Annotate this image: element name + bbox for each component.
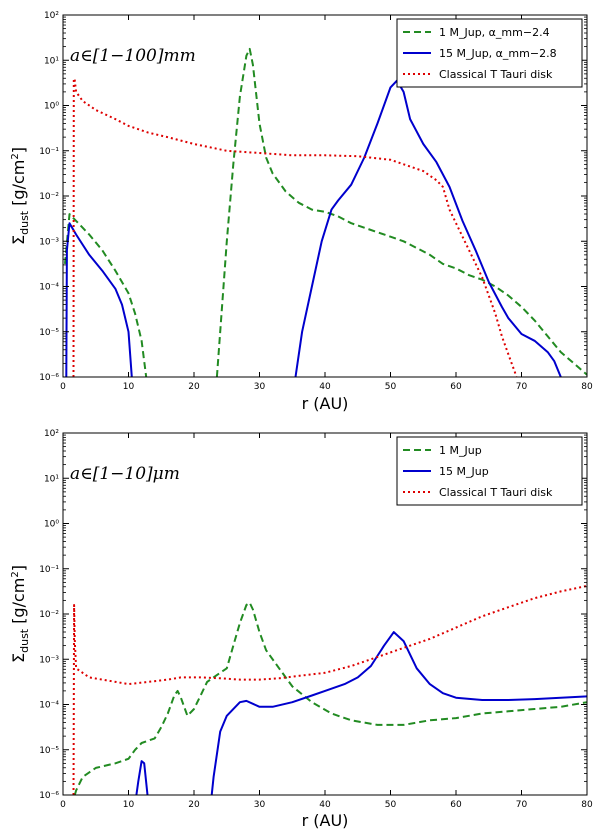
bottom-legend-label-1: 15 M_Jup	[439, 465, 489, 478]
top-series-1-line	[65, 222, 133, 377]
bottom-x-tick-label: 80	[581, 800, 593, 810]
top-x-tick-label: 80	[581, 382, 593, 392]
top-series-1-line	[294, 79, 562, 377]
bottom-y-tick-label: 10⁻¹	[39, 565, 59, 575]
bottom-series-2-line	[72, 584, 587, 795]
bottom-y-tick-label: 10⁻²	[39, 610, 59, 620]
bottom-y-tick-label: 10²	[44, 429, 59, 439]
bottom-x-axis: 0 10 20 30 40 50 60 70 80	[60, 433, 593, 810]
top-series-0-line	[215, 47, 587, 377]
top-y-tick-label: 10⁻⁶	[39, 373, 59, 383]
bottom-series-group	[72, 584, 587, 795]
top-panel: 0 10 20 30 40 50 60 70 80 10⁻⁶10⁻⁵10⁻⁴10⁻³10⁻²10…	[9, 11, 593, 413]
bottom-x-tick-label: 10	[123, 800, 135, 810]
bottom-y-tick-label: 10⁰	[44, 520, 59, 530]
bottom-x-tick-label: 30	[254, 800, 266, 810]
top-y-tick-label: 10⁻¹	[39, 147, 59, 157]
top-y-tick-label: 10¹	[44, 56, 59, 66]
bottom-x-tick-label: 70	[516, 800, 528, 810]
top-y-tick-label: 10⁻²	[39, 192, 59, 202]
top-annotation: a∈[1−100]mm	[70, 46, 196, 66]
top-y-tick-label: 10⁻⁵	[39, 328, 59, 338]
bottom-x-tick-label: 50	[385, 800, 397, 810]
bottom-x-tick-label: 60	[450, 800, 462, 810]
top-legend: 1 M_Jup, α_mm−2.4 15 M_Jup, α_mm−2.8 Class…	[396, 18, 583, 88]
bottom-y-tick-label: 10⁻⁶	[39, 791, 59, 801]
bottom-y-tick-label: 10⁻⁵	[39, 746, 59, 756]
top-x-tick-label: 70	[516, 382, 528, 392]
top-x-tick-label: 0	[60, 382, 66, 392]
bottom-x-tick-label: 40	[319, 800, 331, 810]
bottom-series-1-line	[135, 760, 149, 795]
top-legend-label-0: 1 M_Jup, α_mm−2.4	[439, 26, 550, 39]
top-x-tick-label: 40	[319, 382, 331, 392]
top-y-tick-label: 10⁻³	[39, 237, 59, 247]
bottom-panel: 0 10 20 30 40 50 60 70 80 10⁻⁶10⁻⁵10⁻⁴10⁻³10⁻²10…	[9, 429, 593, 830]
top-x-tick-label: 60	[450, 382, 462, 392]
top-y-axis-label: Σdust [g/cm2]	[9, 147, 31, 245]
bottom-series-1-line	[210, 631, 587, 795]
top-x-tick-label: 10	[123, 382, 135, 392]
top-x-tick-label: 50	[385, 382, 397, 392]
top-series-0-line	[64, 213, 148, 377]
top-y-tick-label: 10²	[44, 11, 59, 21]
bottom-y-axis: 10⁻⁶ 10⁻⁵ 10⁻⁴ 10⁻³ 10⁻² 10⁻¹ 10⁰ 10¹ 10²	[39, 429, 587, 801]
bottom-y-tick-label: 10¹	[44, 474, 59, 484]
top-series-group	[64, 47, 587, 377]
bottom-legend-label-2: Classical T Tauri disk	[439, 486, 553, 499]
bottom-x-tick-label: 20	[188, 800, 200, 810]
top-y-tick-label: 10⁻⁴	[39, 283, 59, 293]
bottom-series-0-line	[73, 601, 587, 795]
top-y-tick-label: 10⁰	[44, 102, 59, 112]
top-x-tick-label: 30	[254, 382, 266, 392]
bottom-y-tick-label: 10⁻³	[39, 655, 59, 665]
bottom-y-axis-label: Σdust [g/cm2]	[9, 565, 31, 663]
bottom-x-tick-label: 0	[60, 800, 66, 810]
top-legend-label-1: 15 M_Jup, α_mm−2.8	[439, 47, 557, 60]
top-y-axis: 10⁻⁶ 10⁻⁵ 10⁻⁴ 10⁻³ 10⁻² 10⁻¹ 10⁰ 10¹ 10²	[39, 11, 587, 383]
bottom-annotation: a∈[1−10]μm	[70, 464, 180, 484]
top-x-axis-label: r (AU)	[302, 394, 349, 413]
bottom-legend: 1 M_Jup 15 M_Jup Classical T Tauri disk	[396, 436, 583, 506]
top-legend-label-2: Classical T Tauri disk	[439, 68, 553, 81]
bottom-y-tick-label: 10⁻⁴	[39, 701, 59, 711]
bottom-legend-label-0: 1 M_Jup	[439, 444, 482, 457]
top-x-tick-label: 20	[188, 382, 200, 392]
bottom-x-axis-label: r (AU)	[302, 811, 349, 830]
